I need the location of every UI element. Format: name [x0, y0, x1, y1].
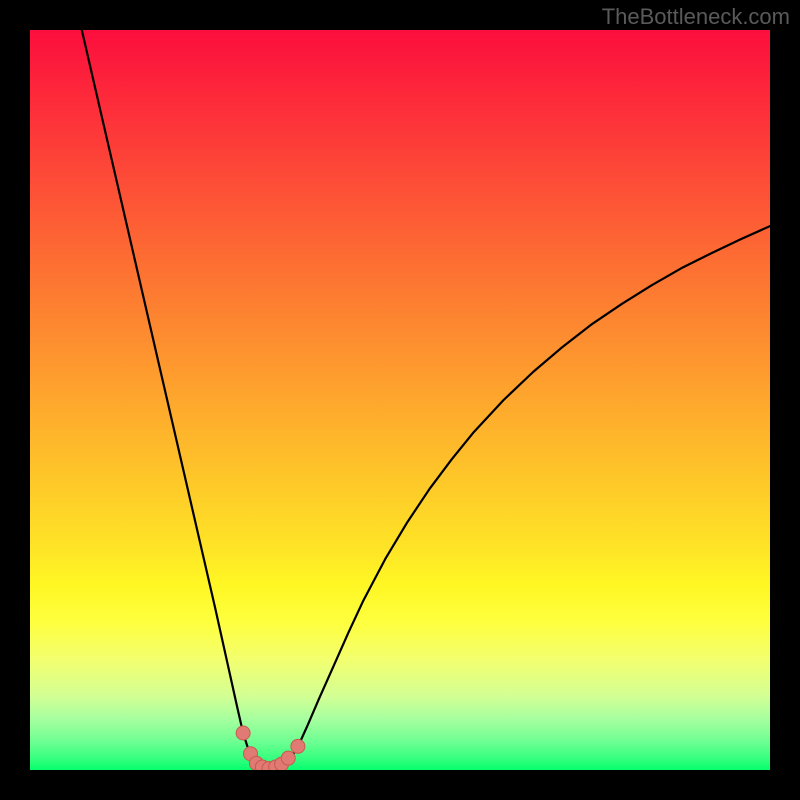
chart-container: TheBottleneck.com [0, 0, 800, 800]
curve-markers [236, 726, 305, 770]
marker-point [236, 726, 250, 740]
marker-point [281, 751, 295, 765]
curve-layer [30, 30, 770, 770]
plot-area [30, 30, 770, 770]
watermark-text: TheBottleneck.com [602, 4, 790, 30]
bottleneck-curve [82, 30, 770, 769]
marker-point [291, 739, 305, 753]
